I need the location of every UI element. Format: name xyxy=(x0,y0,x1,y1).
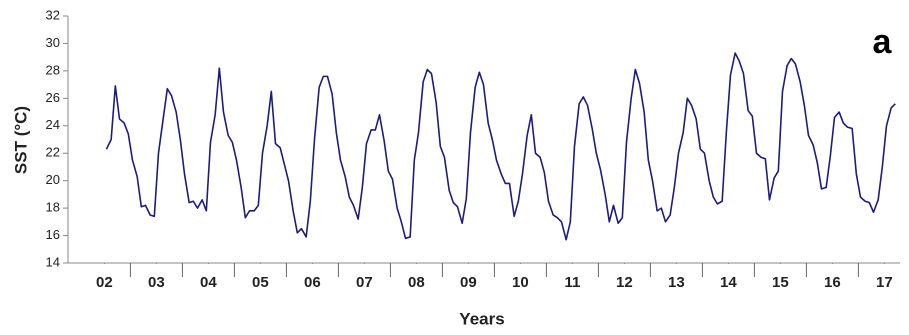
x-tick-label: 10 xyxy=(512,274,529,291)
x-axis-label: Years xyxy=(459,309,504,328)
y-tick-label: 16 xyxy=(46,227,60,242)
x-tick-label: 04 xyxy=(200,274,217,291)
panel-label: a xyxy=(873,23,893,61)
y-tick-label: 24 xyxy=(46,117,60,132)
y-axis-label: SST (°C) xyxy=(11,106,30,174)
x-tick-label: 11 xyxy=(564,274,580,291)
sst-line xyxy=(105,52,896,241)
x-tick-label: 08 xyxy=(408,274,425,291)
y-tick-label: 32 xyxy=(46,7,60,22)
y-tick-label: 22 xyxy=(46,145,60,160)
y-tick-label: 14 xyxy=(46,254,60,269)
y-tick-label: 26 xyxy=(46,90,60,105)
x-tick-label: 02 xyxy=(96,274,113,291)
x-tick-label: 14 xyxy=(720,274,737,291)
x-tick-label: 12 xyxy=(616,274,633,291)
x-tick-label: 07 xyxy=(356,274,373,291)
x-tick-label: 06 xyxy=(304,274,321,291)
y-tick-label: 28 xyxy=(46,62,60,77)
x-tick-label: 05 xyxy=(252,274,269,291)
x-tick-label: 09 xyxy=(460,274,477,291)
y-tick-label: 30 xyxy=(46,35,60,50)
x-tick-label: 17 xyxy=(876,274,893,291)
x-tick-label: 03 xyxy=(148,274,165,291)
x-tick-label: 13 xyxy=(668,274,685,291)
y-tick-label: 20 xyxy=(46,172,60,187)
x-tick-label: 16 xyxy=(824,274,841,291)
x-tick-label: 15 xyxy=(772,274,789,291)
y-tick-label: 18 xyxy=(46,200,60,215)
